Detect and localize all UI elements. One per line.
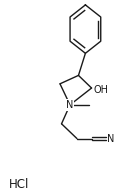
Text: OH: OH [94, 84, 109, 95]
Text: N: N [66, 100, 74, 110]
Text: N: N [107, 134, 115, 144]
Text: HCl: HCl [8, 178, 29, 191]
